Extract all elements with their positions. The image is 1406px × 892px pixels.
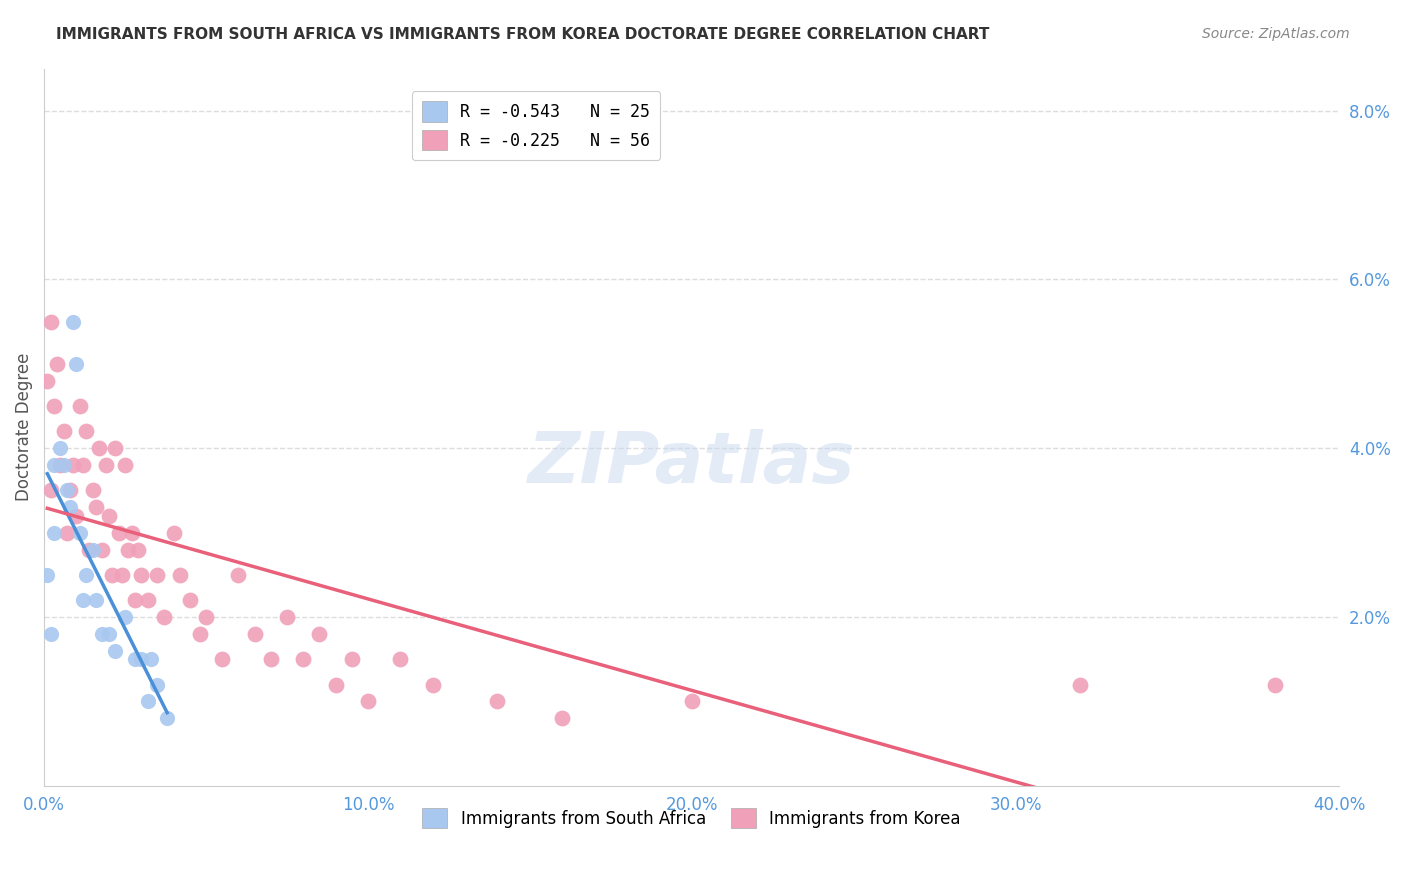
Point (179, 593, 201, 607)
Point (84, 500, 107, 515)
Point (681, 694, 703, 708)
Point (59, 483, 82, 498)
Point (55, 525, 77, 540)
Point (49, 442, 72, 456)
Point (146, 567, 169, 582)
Point (91, 627, 114, 641)
Point (82, 483, 104, 498)
Point (124, 593, 146, 607)
Point (551, 711, 574, 725)
Point (37, 567, 59, 582)
Point (46, 357, 69, 371)
Point (39, 627, 62, 641)
Point (62, 315, 84, 329)
Point (39, 315, 62, 329)
Point (169, 567, 191, 582)
Point (37, 374, 59, 388)
Point (156, 711, 179, 725)
Point (1263, 677, 1285, 691)
Point (228, 567, 250, 582)
Point (139, 652, 162, 666)
Point (260, 652, 283, 666)
Point (101, 567, 124, 582)
Point (114, 458, 136, 472)
Point (357, 694, 380, 708)
Point (188, 627, 211, 641)
Point (59, 500, 82, 515)
Point (62, 458, 84, 472)
Point (308, 627, 330, 641)
Point (42, 458, 65, 472)
Point (486, 694, 509, 708)
Point (49, 458, 72, 472)
Point (69, 525, 91, 540)
Point (79, 542, 101, 557)
Point (97, 508, 120, 523)
Point (52, 425, 75, 439)
Point (75, 425, 97, 439)
Point (340, 652, 363, 666)
Point (97, 627, 120, 641)
Point (75, 567, 97, 582)
Point (124, 652, 146, 666)
Text: ZIPatlas: ZIPatlas (529, 428, 855, 498)
Point (162, 525, 184, 540)
Point (42, 525, 65, 540)
Point (121, 525, 143, 540)
Point (127, 542, 149, 557)
Point (153, 610, 176, 624)
Point (117, 542, 139, 557)
Point (243, 627, 266, 641)
Point (91, 542, 114, 557)
Point (136, 593, 159, 607)
Point (82, 542, 104, 557)
Point (1069, 677, 1091, 691)
Point (72, 458, 94, 472)
Y-axis label: Doctorate Degree: Doctorate Degree (15, 353, 32, 501)
Point (104, 644, 127, 658)
Point (55, 483, 77, 498)
Point (65, 357, 87, 371)
Point (89, 442, 111, 456)
Point (129, 567, 152, 582)
Point (94, 458, 117, 472)
Point (389, 652, 412, 666)
Point (114, 610, 136, 624)
Legend: Immigrants from South Africa, Immigrants from Korea: Immigrants from South Africa, Immigrants… (416, 801, 967, 835)
Point (52, 458, 75, 472)
Point (276, 610, 298, 624)
Point (111, 567, 134, 582)
Point (107, 525, 129, 540)
Point (69, 399, 91, 413)
Point (292, 652, 315, 666)
Point (42, 399, 65, 413)
Point (84, 593, 107, 607)
Point (104, 442, 127, 456)
Point (195, 610, 218, 624)
Text: Source: ZipAtlas.com: Source: ZipAtlas.com (1202, 27, 1350, 41)
Point (422, 677, 444, 691)
Point (325, 677, 347, 691)
Point (72, 593, 94, 607)
Point (129, 652, 152, 666)
Point (39, 483, 62, 498)
Point (136, 694, 159, 708)
Point (211, 652, 233, 666)
Text: IMMIGRANTS FROM SOUTH AFRICA VS IMMIGRANTS FROM KOREA DOCTORATE DEGREE CORRELATI: IMMIGRANTS FROM SOUTH AFRICA VS IMMIGRAN… (56, 27, 990, 42)
Point (65, 508, 87, 523)
Point (146, 677, 169, 691)
